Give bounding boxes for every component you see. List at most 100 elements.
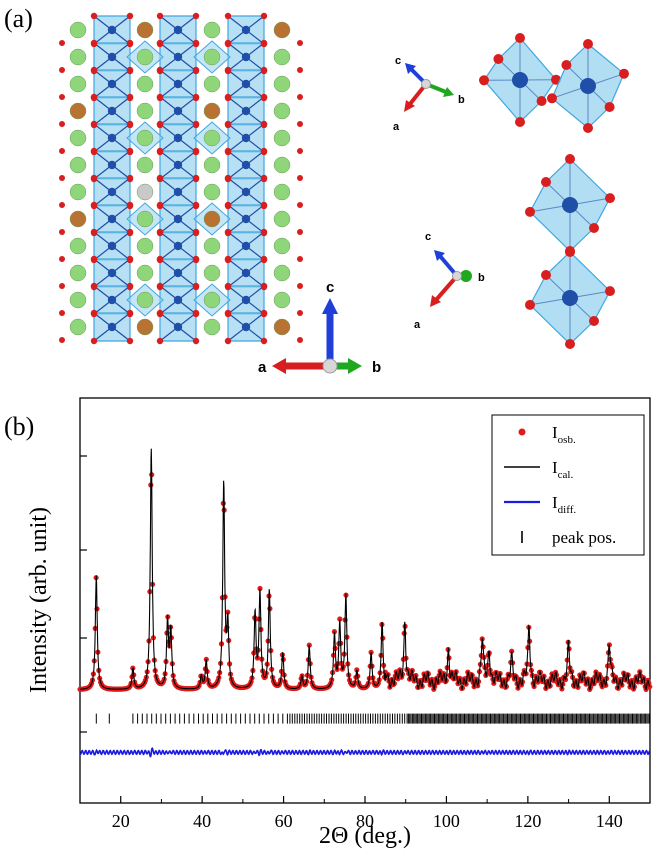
observed-point — [165, 614, 171, 620]
observed-point — [349, 682, 355, 688]
observed-point — [489, 671, 495, 678]
observed-point — [362, 684, 368, 691]
observed-point — [325, 684, 331, 690]
legend-diff-text: Idiff. — [552, 493, 576, 516]
observed-point — [253, 616, 259, 622]
observed-point — [227, 671, 234, 677]
observed-point — [273, 682, 279, 688]
observed-point — [369, 663, 375, 669]
observed-point — [295, 685, 301, 691]
a-site-atom — [136, 318, 154, 336]
observed-point — [457, 675, 463, 681]
a-site-atom — [273, 129, 291, 147]
observed-point — [288, 685, 294, 691]
observed-point — [252, 615, 258, 621]
a-site-atom — [69, 156, 87, 174]
oxygen-atom — [479, 75, 489, 86]
observed-point — [626, 679, 632, 685]
observed-point — [115, 686, 122, 692]
observed-point — [646, 680, 652, 686]
observed-point — [188, 686, 194, 692]
observed-point — [255, 647, 261, 653]
observed-point — [193, 685, 199, 691]
observed-point — [233, 683, 239, 689]
observed-point — [546, 683, 553, 689]
b-site-atom — [173, 52, 183, 62]
observed-point — [320, 685, 326, 691]
a-site-atom — [69, 129, 87, 147]
observed-point — [107, 686, 114, 692]
oxygen-atom — [260, 201, 268, 209]
observed-point — [208, 683, 214, 689]
observed-point — [147, 589, 153, 595]
b-site-atom — [512, 72, 528, 88]
observed-point — [424, 670, 431, 676]
observed-point — [243, 684, 249, 690]
observed-point — [570, 674, 576, 680]
observed-point — [104, 685, 110, 692]
a-site-atom — [69, 75, 87, 93]
a-site-atom — [136, 237, 154, 255]
observed-point — [157, 680, 163, 687]
observed-point — [117, 686, 123, 692]
observed-point — [79, 686, 85, 692]
observed-point — [450, 676, 457, 682]
observed-point — [302, 682, 308, 688]
b-site-atom — [107, 79, 117, 89]
oxygen-atom — [192, 228, 200, 236]
observed-point — [407, 676, 413, 682]
observed-point — [584, 678, 590, 684]
observed-point — [419, 683, 425, 690]
observed-point — [568, 669, 574, 675]
observed-point — [235, 684, 241, 690]
observed-point — [535, 679, 541, 685]
observed-point — [429, 676, 435, 682]
observed-point — [227, 661, 233, 667]
observed-point — [605, 663, 611, 669]
oxygen-atom — [192, 255, 200, 263]
observed-point — [129, 674, 135, 680]
observed-point — [298, 676, 304, 682]
observed-point — [87, 683, 93, 689]
observed-point — [280, 656, 286, 663]
observed-point — [509, 660, 516, 666]
observed-point — [330, 669, 336, 676]
observed-point — [242, 684, 248, 690]
observed-point — [175, 684, 181, 690]
a-site-atom — [273, 75, 291, 93]
observed-point — [359, 684, 365, 691]
observed-point — [551, 678, 557, 684]
observed-point — [98, 679, 104, 685]
oxygen-atom — [90, 39, 98, 47]
observed-point — [447, 672, 453, 678]
observed-point — [460, 679, 466, 685]
observed-point — [244, 684, 250, 690]
a-site-atom — [69, 318, 87, 336]
observed-point — [586, 681, 592, 687]
b-site-atom — [173, 187, 183, 197]
observed-point — [370, 675, 376, 681]
observed-point — [407, 675, 414, 681]
octahedra-pair-horizontal — [479, 33, 629, 133]
oxygen-atom — [297, 310, 303, 316]
x-tick-label: 20 — [112, 811, 130, 831]
observed-point — [321, 685, 327, 691]
oxygen-atom — [297, 67, 303, 73]
observed-point — [283, 682, 289, 688]
observed-point — [206, 681, 212, 687]
oxygen-atom — [561, 60, 572, 70]
oxygen-atom — [90, 337, 98, 345]
observed-point — [215, 678, 221, 684]
observed-point — [609, 664, 615, 670]
oxygen-atom — [126, 282, 134, 290]
observed-point — [476, 669, 483, 675]
observed-point — [610, 672, 616, 678]
observed-point — [470, 679, 476, 686]
observed-point — [337, 616, 343, 622]
observed-point — [565, 639, 571, 645]
b-site-atom — [241, 187, 251, 197]
observed-point — [588, 684, 594, 690]
observed-point — [602, 680, 608, 686]
oxygen-atom — [541, 177, 551, 187]
observed-point — [89, 680, 95, 686]
